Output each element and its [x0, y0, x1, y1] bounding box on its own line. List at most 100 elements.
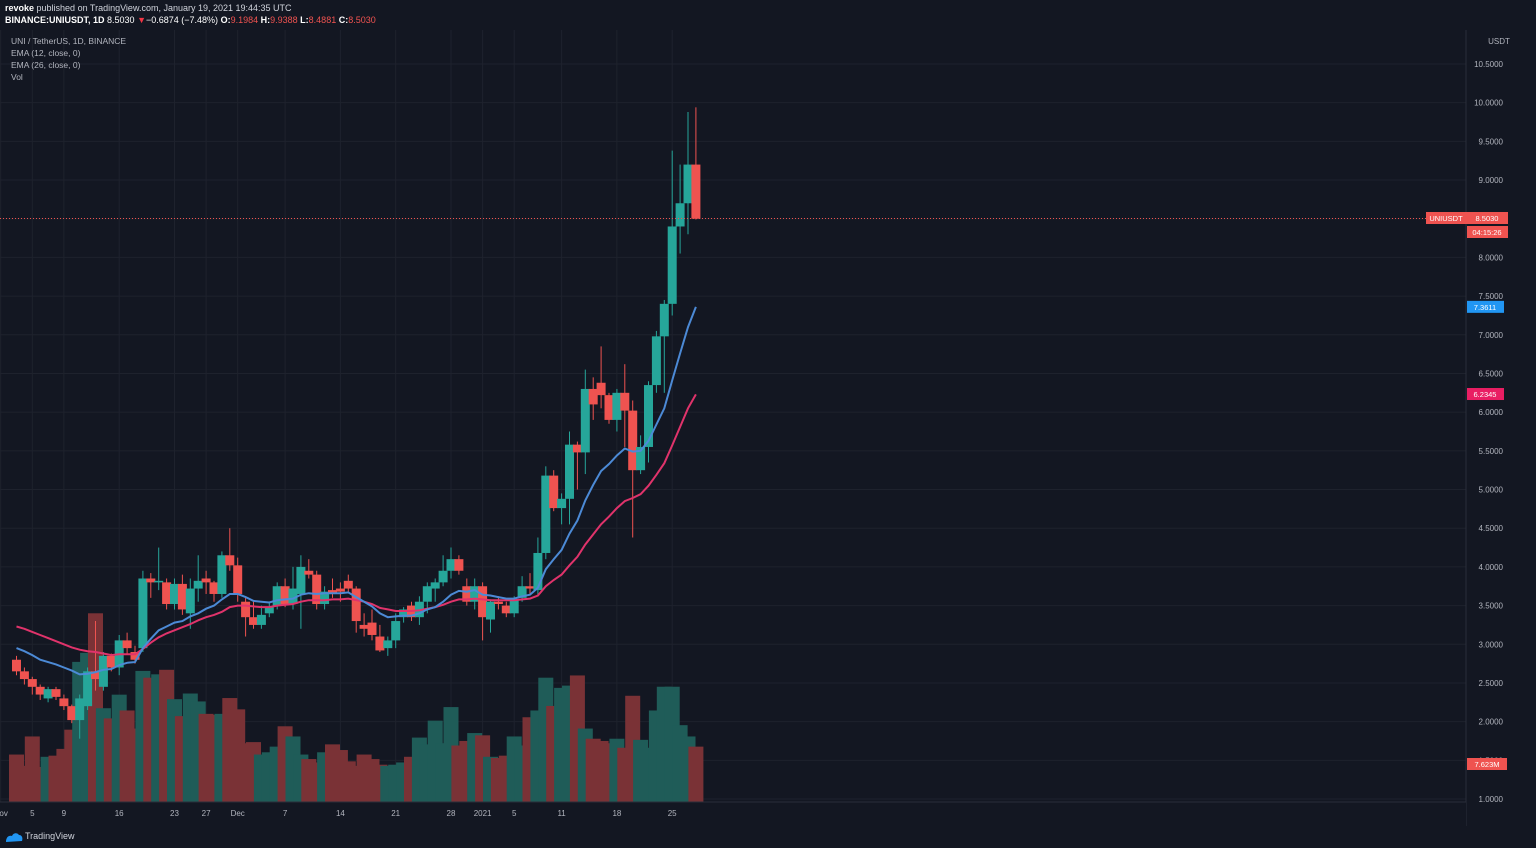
legend-ema12[interactable]: EMA (12, close, 0) — [11, 48, 81, 58]
candle-body — [272, 586, 282, 606]
candle-body — [501, 605, 511, 614]
legend-pair: UNI / TetherUS, 1D, BINANCE — [11, 36, 126, 46]
candle-body — [249, 617, 258, 625]
x-tick-label: 28 — [447, 809, 456, 818]
candle-body — [43, 689, 53, 699]
candle-body — [565, 444, 574, 499]
open-value: 9.1984 — [230, 15, 259, 25]
candle-body — [438, 570, 448, 583]
price-tag-bg — [1467, 212, 1508, 224]
y-tick-label: 9.0000 — [1479, 176, 1504, 185]
published-text: published on TradingView.com, January 19… — [34, 3, 292, 13]
candle-body — [446, 559, 456, 571]
candle-body — [296, 566, 306, 594]
candle-body — [264, 607, 274, 614]
x-tick-label: Dec — [231, 809, 245, 818]
candle-body — [462, 586, 472, 602]
candle-body — [256, 614, 266, 625]
candle-body — [209, 582, 219, 594]
candle-body — [367, 622, 377, 635]
y-tick-label: 10.5000 — [1474, 60, 1503, 69]
candle-body — [83, 671, 93, 707]
tradingview-logo-icon[interactable] — [5, 830, 23, 844]
candle-body — [541, 475, 551, 553]
candle-body — [612, 392, 622, 420]
candle-body — [91, 671, 100, 680]
candle-body — [312, 574, 322, 605]
legend-ema26[interactable]: EMA (26, close, 0) — [11, 60, 81, 70]
candle-body — [596, 382, 606, 396]
candle-body — [170, 583, 179, 605]
candle-body — [675, 203, 685, 227]
ema12-line — [16, 306, 697, 676]
x-tick-label: 11 — [557, 809, 566, 818]
price-tags: UNIUSDT 8.5030 04:15:26 7.3611 6.2345 7.… — [1426, 212, 1508, 770]
y-tick-label: 4.0000 — [1479, 563, 1504, 572]
close-value: 8.5030 — [348, 15, 376, 25]
y-tick-label: 2.0000 — [1479, 718, 1504, 727]
x-tick-label: 5 — [512, 809, 517, 818]
time-axis-bg — [0, 802, 1466, 826]
candle-body — [383, 640, 393, 649]
y-tick-label: 4.5000 — [1479, 524, 1504, 533]
candle-body — [280, 586, 290, 605]
candle-body — [343, 580, 353, 589]
y-tick-label: 8.0000 — [1479, 253, 1504, 262]
tradingview-brand[interactable]: TradingView — [25, 831, 75, 841]
candle-body — [509, 599, 519, 614]
high-value: 9.9388 — [270, 15, 298, 25]
candle-body — [106, 655, 116, 668]
y-tick-label: 6.0000 — [1479, 408, 1504, 417]
footer-bar: TradingView — [0, 826, 1536, 848]
y-tick-label: 10.0000 — [1474, 99, 1503, 108]
candle-body — [241, 601, 251, 618]
candle-body — [138, 578, 148, 649]
candle-body — [691, 164, 701, 219]
x-tick-label: 16 — [115, 809, 124, 818]
y-tick-label: 5.0000 — [1479, 486, 1504, 495]
ohlc-line: BINANCE:UNIUSDT, 1D 8.5030 ▼−0.6874 (−7.… — [5, 15, 376, 25]
high-label: H: — [260, 15, 271, 25]
volume-tag-bg — [1467, 758, 1507, 770]
candle-body — [225, 555, 235, 566]
author-name[interactable]: revoke — [5, 3, 35, 13]
y-tick-label: 5.5000 — [1479, 447, 1504, 456]
candle-body — [19, 671, 29, 680]
candle-body — [217, 555, 227, 594]
candle-body — [588, 388, 598, 405]
candle-body — [162, 582, 172, 605]
candle-body — [493, 601, 503, 605]
candle-body — [59, 698, 69, 707]
countdown-tag-bg — [1467, 226, 1508, 238]
candle-body — [146, 578, 156, 583]
ema12-tag: 7.3611 — [1474, 303, 1496, 312]
candle-body — [628, 410, 638, 471]
legend-vol[interactable]: Vol — [11, 72, 23, 82]
candle-body — [525, 586, 535, 589]
candle-body — [667, 226, 677, 304]
candle-body — [201, 578, 211, 583]
price-chart[interactable]: UNI / TetherUS, 1D, BINANCE EMA (12, clo… — [0, 30, 1536, 826]
candle-body — [454, 559, 464, 571]
candle-body — [580, 388, 590, 453]
x-tick-label: 5 — [30, 809, 35, 818]
open-label: O: — [220, 15, 231, 25]
currency-label: USDT — [1488, 37, 1510, 46]
candles — [12, 107, 701, 739]
y-tick-label: 1.0000 — [1479, 795, 1504, 804]
candle-body — [422, 586, 432, 602]
volume-tag: 7.623M — [1474, 760, 1499, 769]
time-axis[interactable]: Nov 5 9 16 23 27 Dec 7 14 21 28 2021 5 11 18 25 — [0, 809, 677, 818]
ema26-tag-bg — [1467, 388, 1504, 401]
symbol-tag: UNIUSDT — [1429, 214, 1463, 223]
last-price: 8.5030 — [107, 15, 135, 25]
candle-body — [636, 446, 646, 471]
candle-body — [351, 588, 361, 622]
candle-body — [122, 640, 132, 649]
candle-body — [549, 475, 559, 509]
close-label: C: — [338, 15, 349, 25]
header-bar: revoke published on TradingView.com, Jan… — [0, 0, 1536, 30]
candle-body — [470, 586, 480, 602]
candle-body — [644, 385, 653, 447]
candle-body — [320, 591, 330, 605]
